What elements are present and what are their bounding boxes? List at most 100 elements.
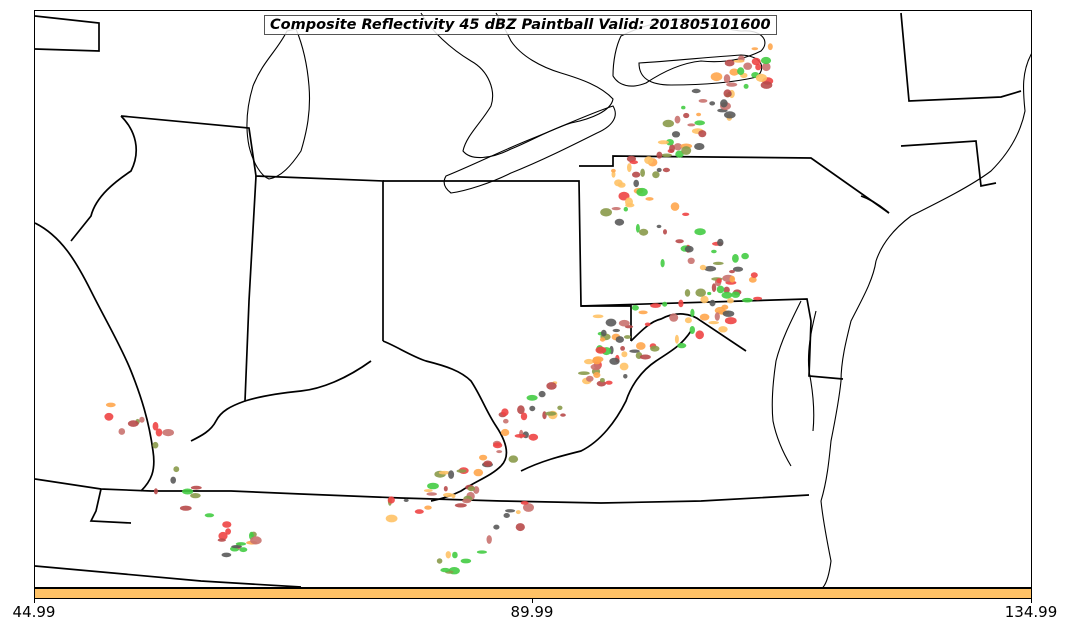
reflectivity-blob <box>624 335 631 339</box>
reflectivity-blob <box>515 510 521 515</box>
reflectivity-blob <box>605 318 617 327</box>
reflectivity-blob <box>599 337 606 342</box>
reflectivity-blob <box>438 470 451 475</box>
reflectivity-blob <box>515 523 525 532</box>
reflectivity-blob <box>677 342 687 349</box>
reflectivity-blob <box>671 131 681 138</box>
reflectivity-blob <box>436 558 443 564</box>
reflectivity-blob <box>424 505 432 510</box>
reflectivity-blob <box>593 372 601 378</box>
reflectivity-blob <box>721 291 733 299</box>
reflectivity-blob <box>723 286 730 294</box>
reflectivity-blob <box>760 56 772 65</box>
reflectivity-blob <box>618 319 630 327</box>
reflectivity-blob <box>403 498 409 502</box>
reflectivity-blob <box>595 346 607 354</box>
reflectivity-blob <box>720 99 728 108</box>
reflectivity-blob <box>118 428 126 435</box>
reflectivity-blob <box>660 259 665 268</box>
reflectivity-blob <box>609 357 620 365</box>
reflectivity-blob <box>716 278 722 284</box>
reflectivity-blob <box>153 488 158 495</box>
reflectivity-blob <box>727 298 734 304</box>
reflectivity-blob <box>731 291 740 298</box>
reflectivity-blob <box>614 218 625 226</box>
reflectivity-blob <box>723 89 732 98</box>
reflectivity-blob <box>104 412 114 421</box>
reflectivity-blob <box>456 469 467 473</box>
reflectivity-blob <box>723 74 731 84</box>
reflectivity-blob <box>732 266 744 272</box>
reflectivity-blob <box>155 428 163 437</box>
reflectivity-blob <box>443 492 454 498</box>
reflectivity-blob <box>152 421 159 431</box>
reflectivity-blob <box>675 239 684 244</box>
reflectivity-blob <box>460 558 472 564</box>
reflectivity-blob <box>656 167 662 173</box>
reflectivity-blob <box>733 59 745 63</box>
colorbar-tick-label: 89.99 <box>510 603 554 621</box>
reflectivity-blob <box>707 291 712 296</box>
reflectivity-blob <box>743 83 749 89</box>
reflectivity-blob <box>231 545 243 549</box>
reflectivity-blob <box>592 314 604 319</box>
reflectivity-blob <box>451 493 456 499</box>
reflectivity-blob <box>503 513 510 518</box>
reflectivity-blob <box>492 442 503 449</box>
reflectivity-blob <box>629 349 640 353</box>
reflectivity-blob <box>669 313 679 322</box>
reflectivity-blob <box>500 428 510 437</box>
reflectivity-blob <box>448 470 455 479</box>
reflectivity-blob <box>760 81 773 89</box>
reflectivity-blob <box>529 405 536 412</box>
reflectivity-blob <box>483 460 493 467</box>
reflectivity-blob <box>496 450 503 454</box>
reflectivity-blob <box>711 249 717 254</box>
reflectivity-blob <box>662 167 671 173</box>
reflectivity-blob <box>204 513 215 518</box>
reflectivity-blob <box>629 160 638 165</box>
reflectivity-blob <box>670 202 680 211</box>
reflectivity-blob <box>722 310 735 317</box>
reflectivity-blob <box>462 498 472 504</box>
reflectivity-blob <box>505 509 516 513</box>
reflectivity-blob <box>681 146 692 155</box>
reflectivity-blob <box>681 105 686 110</box>
reflectivity-blob <box>627 163 632 173</box>
state-borders <box>35 12 1022 587</box>
reflectivity-blob <box>632 171 641 178</box>
reflectivity-blob <box>712 261 724 265</box>
reflectivity-blob <box>687 257 695 264</box>
reflectivity-blob <box>452 551 458 559</box>
reflectivity-blob <box>695 330 704 340</box>
reflectivity-blob <box>503 418 509 424</box>
reflectivity-blob <box>221 552 232 558</box>
reflectivity-blob <box>605 380 613 385</box>
reflectivity-blob <box>454 503 467 508</box>
reflectivity-blob <box>652 171 660 179</box>
map-panel <box>34 10 1032 588</box>
colorbar <box>34 588 1032 599</box>
reflectivity-blob <box>743 62 753 70</box>
reflectivity-blob <box>479 454 488 461</box>
reflectivity-blob <box>698 99 708 103</box>
reflectivity-blob <box>644 156 654 165</box>
reflectivity-blob <box>711 283 717 292</box>
reflectivity-blob <box>621 351 628 358</box>
reflectivity-blob <box>217 538 226 542</box>
reflectivity-blob <box>105 402 116 408</box>
reflectivity-blob <box>650 345 660 352</box>
reflectivity-blob <box>385 514 398 523</box>
reflectivity-blob <box>636 187 648 197</box>
reflectivity-blob <box>762 62 771 72</box>
reflectivity-blob <box>557 405 563 410</box>
reflectivity-blob <box>718 326 728 333</box>
reflectivity-blob <box>750 272 758 278</box>
reflectivity-blob <box>714 312 720 321</box>
reflectivity-blob <box>709 299 716 307</box>
reflectivity-blob <box>694 228 706 236</box>
reflectivity-blob <box>644 322 651 327</box>
reflectivity-blob <box>443 486 448 492</box>
colorbar-tick-label: 134.99 <box>1004 603 1058 621</box>
reflectivity-blob <box>222 521 232 528</box>
